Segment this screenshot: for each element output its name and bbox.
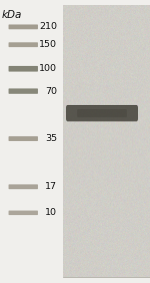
FancyBboxPatch shape xyxy=(9,24,38,29)
Text: 70: 70 xyxy=(45,87,57,96)
Text: 100: 100 xyxy=(39,64,57,73)
Text: 210: 210 xyxy=(39,22,57,31)
Text: 17: 17 xyxy=(45,182,57,191)
FancyBboxPatch shape xyxy=(9,88,38,94)
FancyBboxPatch shape xyxy=(77,109,127,117)
Text: kDa: kDa xyxy=(2,10,22,20)
Bar xyxy=(63,6,150,277)
Text: 10: 10 xyxy=(45,208,57,217)
FancyBboxPatch shape xyxy=(9,136,38,141)
FancyBboxPatch shape xyxy=(66,105,138,121)
Text: 150: 150 xyxy=(39,40,57,49)
FancyBboxPatch shape xyxy=(9,211,38,215)
FancyBboxPatch shape xyxy=(9,185,38,189)
FancyBboxPatch shape xyxy=(9,66,38,72)
Text: 35: 35 xyxy=(45,134,57,143)
FancyBboxPatch shape xyxy=(9,42,38,47)
